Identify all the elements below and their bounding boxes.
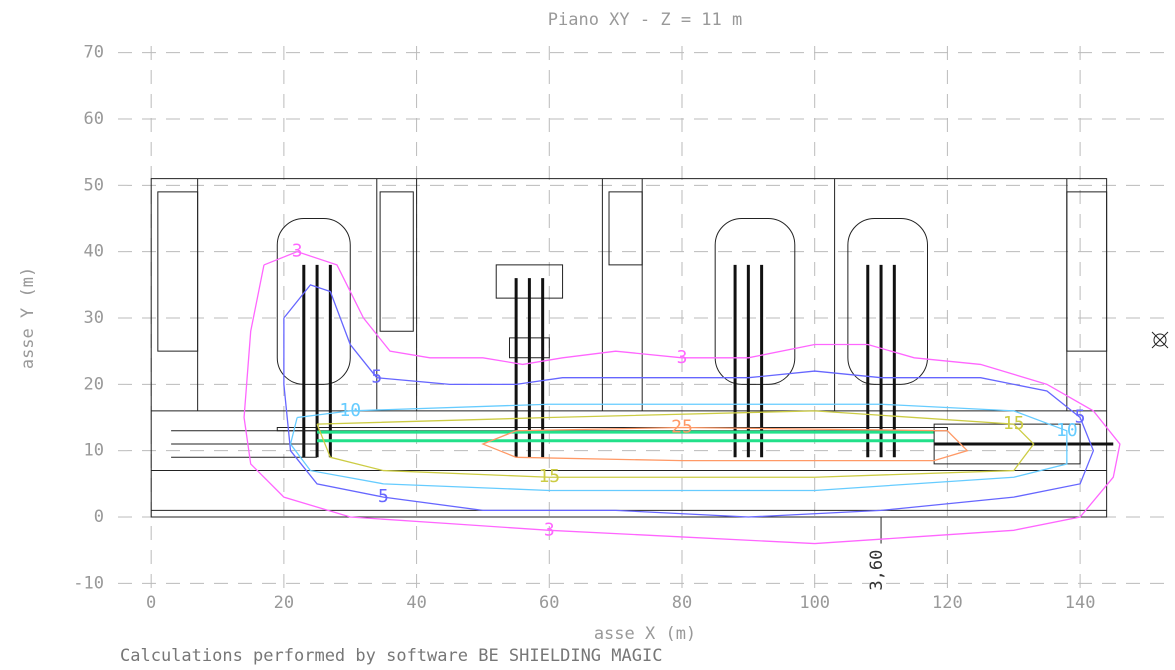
y-tick-label: 0 <box>94 507 104 527</box>
chart-title: Piano XY - Z = 11 m <box>548 10 742 30</box>
annotation: 3,60 <box>867 550 887 591</box>
y-tick-label: 20 <box>84 374 104 394</box>
x-tick-label: 80 <box>672 593 692 613</box>
x-tick-label: 120 <box>932 593 963 613</box>
x-tick-label: 60 <box>539 593 559 613</box>
contour-label: 3 <box>677 347 688 368</box>
x-tick-label: 140 <box>1065 593 1096 613</box>
cad-drawing <box>151 179 1113 544</box>
y-tick-label: 30 <box>84 308 104 328</box>
y-tick-label: -10 <box>73 573 104 593</box>
y-tick-label: 70 <box>84 43 104 63</box>
contour-line <box>284 285 1093 517</box>
x-tick-label: 20 <box>274 593 294 613</box>
contour-label: 5 <box>378 486 389 507</box>
x-tick-label: 100 <box>799 593 830 613</box>
contour-label: 10 <box>339 400 361 421</box>
y-tick-label: 60 <box>84 109 104 129</box>
x-axis-label: asse X (m) <box>594 624 696 644</box>
contour-label: 10 <box>1056 420 1078 441</box>
chart: Piano XY - Z = 11 m asse X (m) asse Y (m… <box>0 0 1175 670</box>
contour-label: 25 <box>671 416 693 437</box>
y-axis-label: asse Y (m) <box>18 267 38 369</box>
x-tick-label: 0 <box>146 593 156 613</box>
contour-label: 15 <box>1003 413 1025 434</box>
y-tick-label: 10 <box>84 441 104 461</box>
grid <box>118 46 1173 590</box>
contour-label: 5 <box>371 367 382 388</box>
y-tick-label: 50 <box>84 175 104 195</box>
y-tick-label: 40 <box>84 242 104 262</box>
contour-label: 15 <box>538 466 560 487</box>
x-tick-label: 40 <box>406 593 426 613</box>
compass <box>1152 332 1168 348</box>
contour-label: 3 <box>544 519 555 540</box>
contour-label: 3 <box>292 241 303 262</box>
footer: Calculations performed by software BE SH… <box>120 646 662 666</box>
